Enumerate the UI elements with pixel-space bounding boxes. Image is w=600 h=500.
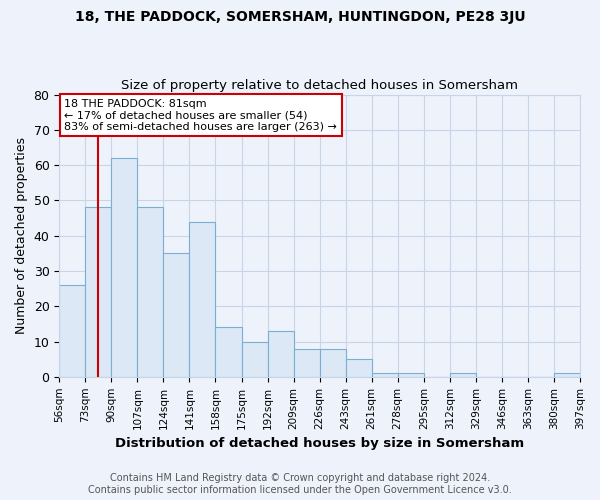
Text: 18 THE PADDOCK: 81sqm
← 17% of detached houses are smaller (54)
83% of semi-deta: 18 THE PADDOCK: 81sqm ← 17% of detached … (64, 99, 337, 132)
Bar (398, 374, 424, 377)
Text: Contains HM Land Registry data © Crown copyright and database right 2024.
Contai: Contains HM Land Registry data © Crown c… (88, 474, 512, 495)
Bar (346, 359, 372, 377)
Bar (450, 374, 476, 377)
Bar (59, 285, 85, 377)
Bar (320, 348, 346, 377)
Bar (190, 222, 215, 377)
Bar (268, 331, 293, 377)
Bar (293, 348, 320, 377)
Bar (215, 328, 242, 377)
Bar (554, 374, 580, 377)
Bar (242, 342, 268, 377)
Bar (163, 254, 190, 377)
Bar (137, 208, 163, 377)
Text: 18, THE PADDOCK, SOMERSHAM, HUNTINGDON, PE28 3JU: 18, THE PADDOCK, SOMERSHAM, HUNTINGDON, … (74, 10, 526, 24)
Bar (85, 208, 112, 377)
Bar (372, 374, 398, 377)
Title: Size of property relative to detached houses in Somersham: Size of property relative to detached ho… (121, 79, 518, 92)
Y-axis label: Number of detached properties: Number of detached properties (15, 137, 28, 334)
Bar (112, 158, 137, 377)
X-axis label: Distribution of detached houses by size in Somersham: Distribution of detached houses by size … (115, 437, 524, 450)
